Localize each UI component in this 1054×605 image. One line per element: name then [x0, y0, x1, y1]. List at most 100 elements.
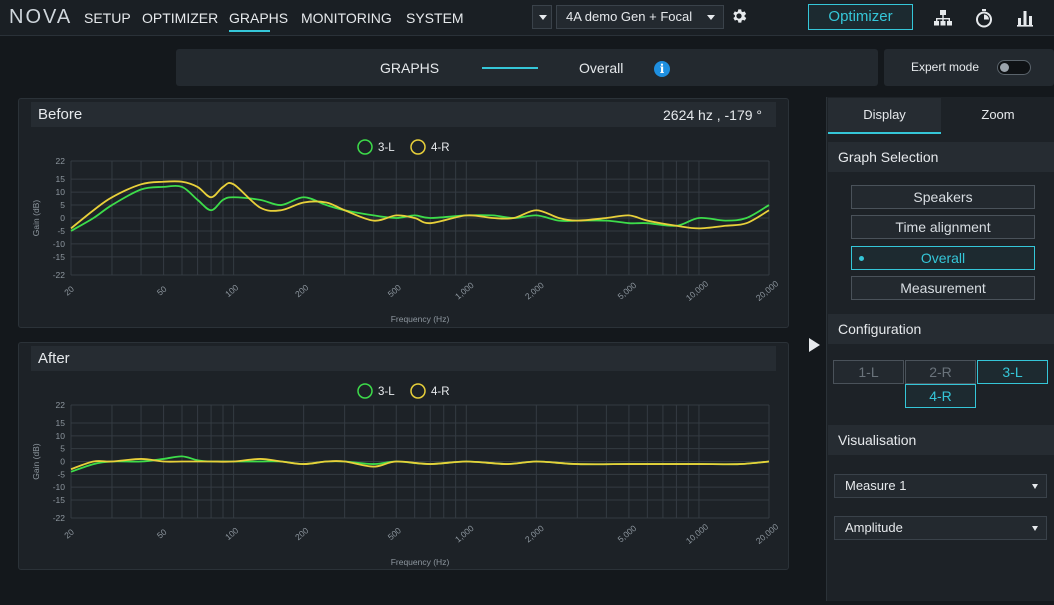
x-tick-label: 500 — [386, 282, 404, 299]
channel-2-r-button[interactable]: 2-R — [905, 360, 976, 384]
chevron-down-icon — [707, 15, 715, 20]
legend-swatch-4-r — [410, 139, 426, 155]
legend-swatch-4-r — [410, 383, 426, 399]
nav-setup[interactable]: SETUP — [84, 10, 131, 26]
configuration-heading: Configuration — [828, 314, 1054, 344]
x-axis-label: Frequency (Hz) — [391, 557, 450, 567]
graph-option-speakers[interactable]: Speakers — [851, 185, 1035, 209]
series-line-3-l — [70, 184, 770, 232]
bar-chart-icon[interactable] — [1015, 8, 1035, 28]
y-tick-label: -15 — [53, 252, 66, 262]
app-logo: NOVA — [9, 6, 73, 28]
channel-3-l-button[interactable]: 3-L — [977, 360, 1048, 384]
x-tick-label: 20,000 — [754, 278, 781, 303]
graph-option-overall[interactable]: Overall — [851, 246, 1035, 270]
x-tick-label: 10,000 — [684, 278, 711, 303]
nav-system[interactable]: SYSTEM — [406, 10, 464, 26]
y-tick-label: 22 — [56, 400, 66, 410]
y-tick-label: -22 — [53, 270, 66, 280]
y-tick-label: 10 — [56, 431, 66, 441]
measure-select-value: Measure 1 — [845, 478, 907, 493]
y-tick-label: 15 — [56, 418, 66, 428]
x-tick-label: 50 — [155, 527, 169, 541]
selected-dot-icon — [859, 256, 864, 261]
legend-swatch-3-l — [357, 383, 373, 399]
panel-title: Before — [38, 106, 83, 123]
x-tick-label: 5,000 — [616, 280, 639, 302]
y-axis-label: Gain (dB) — [31, 200, 41, 237]
x-tick-label: 100 — [223, 282, 241, 299]
gear-icon[interactable] — [730, 7, 748, 25]
cursor-readout: 2624 hz , -179 ° — [663, 107, 762, 123]
y-tick-label: -10 — [53, 482, 66, 492]
y-tick-label: -10 — [53, 239, 66, 249]
tab-display[interactable]: Display — [828, 98, 941, 134]
nav-graphs[interactable]: GRAPHS — [229, 10, 289, 32]
graph-option-time-alignment[interactable]: Time alignment — [851, 215, 1035, 239]
visualisation-mode-select[interactable]: Amplitude — [834, 516, 1047, 540]
x-tick-label: 2,000 — [523, 523, 546, 545]
y-tick-label: 0 — [60, 457, 65, 467]
y-tick-label: -5 — [57, 226, 65, 236]
nav-monitoring[interactable]: MONITORING — [301, 10, 392, 26]
subheader-view-label: Overall — [579, 60, 624, 76]
y-tick-label: 5 — [60, 444, 65, 454]
y-tick-label: 10 — [56, 187, 66, 197]
top-bar: NOVA SETUP OPTIMIZER GRAPHS MONITORING S… — [0, 0, 1054, 36]
x-tick-label: 20,000 — [754, 521, 781, 546]
x-tick-label: 1,000 — [453, 523, 476, 545]
panel-header: Before 2624 hz , -179 ° — [31, 102, 776, 127]
expert-mode-toggle[interactable] — [997, 60, 1031, 75]
channel-4-r-button[interactable]: 4-R — [905, 384, 976, 408]
legend-label-3-l: 3-L — [378, 386, 395, 398]
panel-header: After — [31, 346, 776, 371]
y-tick-label: -5 — [57, 469, 65, 479]
graph-panel-after: After 22 15 10 5 0 -5 -10 -15 -22 20 50 100 200 500 1,… — [18, 342, 789, 570]
x-tick-label: 10,000 — [684, 521, 711, 546]
graph-selection-heading: Graph Selection — [828, 142, 1054, 172]
info-icon[interactable]: i — [654, 61, 670, 77]
x-tick-label: 20 — [62, 527, 76, 541]
y-tick-label: -22 — [53, 513, 66, 523]
measure-select[interactable]: Measure 1 — [834, 474, 1047, 498]
x-tick-label: 100 — [223, 525, 241, 542]
graph-option-measurement[interactable]: Measurement — [851, 276, 1035, 300]
collapse-panel-arrow-icon[interactable] — [809, 338, 820, 352]
preset-select-value: 4A demo Gen + Focal — [566, 9, 693, 24]
y-tick-label: -15 — [53, 495, 66, 505]
toggle-knob — [1000, 63, 1009, 72]
optimizer-button[interactable]: Optimizer — [808, 4, 913, 30]
stopwatch-icon[interactable] — [974, 8, 994, 28]
x-tick-label: 500 — [386, 525, 404, 542]
expert-mode-box: Expert mode — [884, 49, 1054, 86]
mode-select-value: Amplitude — [845, 520, 903, 535]
y-axis-label: Gain (dB) — [31, 443, 41, 480]
x-tick-label: 200 — [293, 282, 311, 299]
nav-optimizer[interactable]: OPTIMIZER — [142, 10, 219, 26]
option-label: Overall — [920, 250, 966, 266]
section-title: Graph Selection — [838, 149, 939, 165]
channel-1-l-button[interactable]: 1-L — [833, 360, 904, 384]
x-axis-label: Frequency (Hz) — [391, 314, 450, 324]
x-tick-label: 200 — [293, 525, 311, 542]
section-title: Visualisation — [838, 432, 917, 448]
right-panel: Display Zoom Graph Selection Speakers Ti… — [826, 97, 1054, 601]
tab-zoom[interactable]: Zoom — [941, 98, 1054, 134]
section-title: Configuration — [838, 321, 922, 337]
panel-title: After — [38, 350, 70, 367]
series-line-4-r — [70, 458, 770, 471]
visualisation-heading: Visualisation — [828, 425, 1054, 455]
preset-select[interactable]: 4A demo Gen + Focal — [556, 5, 724, 29]
y-tick-label: 0 — [60, 213, 65, 223]
series-line-4-r — [70, 180, 770, 230]
legend-label-4-r: 4-R — [431, 142, 450, 154]
network-icon[interactable] — [933, 8, 953, 28]
y-tick-label: 5 — [60, 200, 65, 210]
chevron-down-icon — [1032, 526, 1038, 531]
subheader-section-label: GRAPHS — [380, 60, 440, 76]
legend-label-4-r: 4-R — [431, 386, 450, 398]
x-tick-label: 20 — [62, 284, 76, 298]
preset-menu-button[interactable] — [532, 5, 552, 29]
